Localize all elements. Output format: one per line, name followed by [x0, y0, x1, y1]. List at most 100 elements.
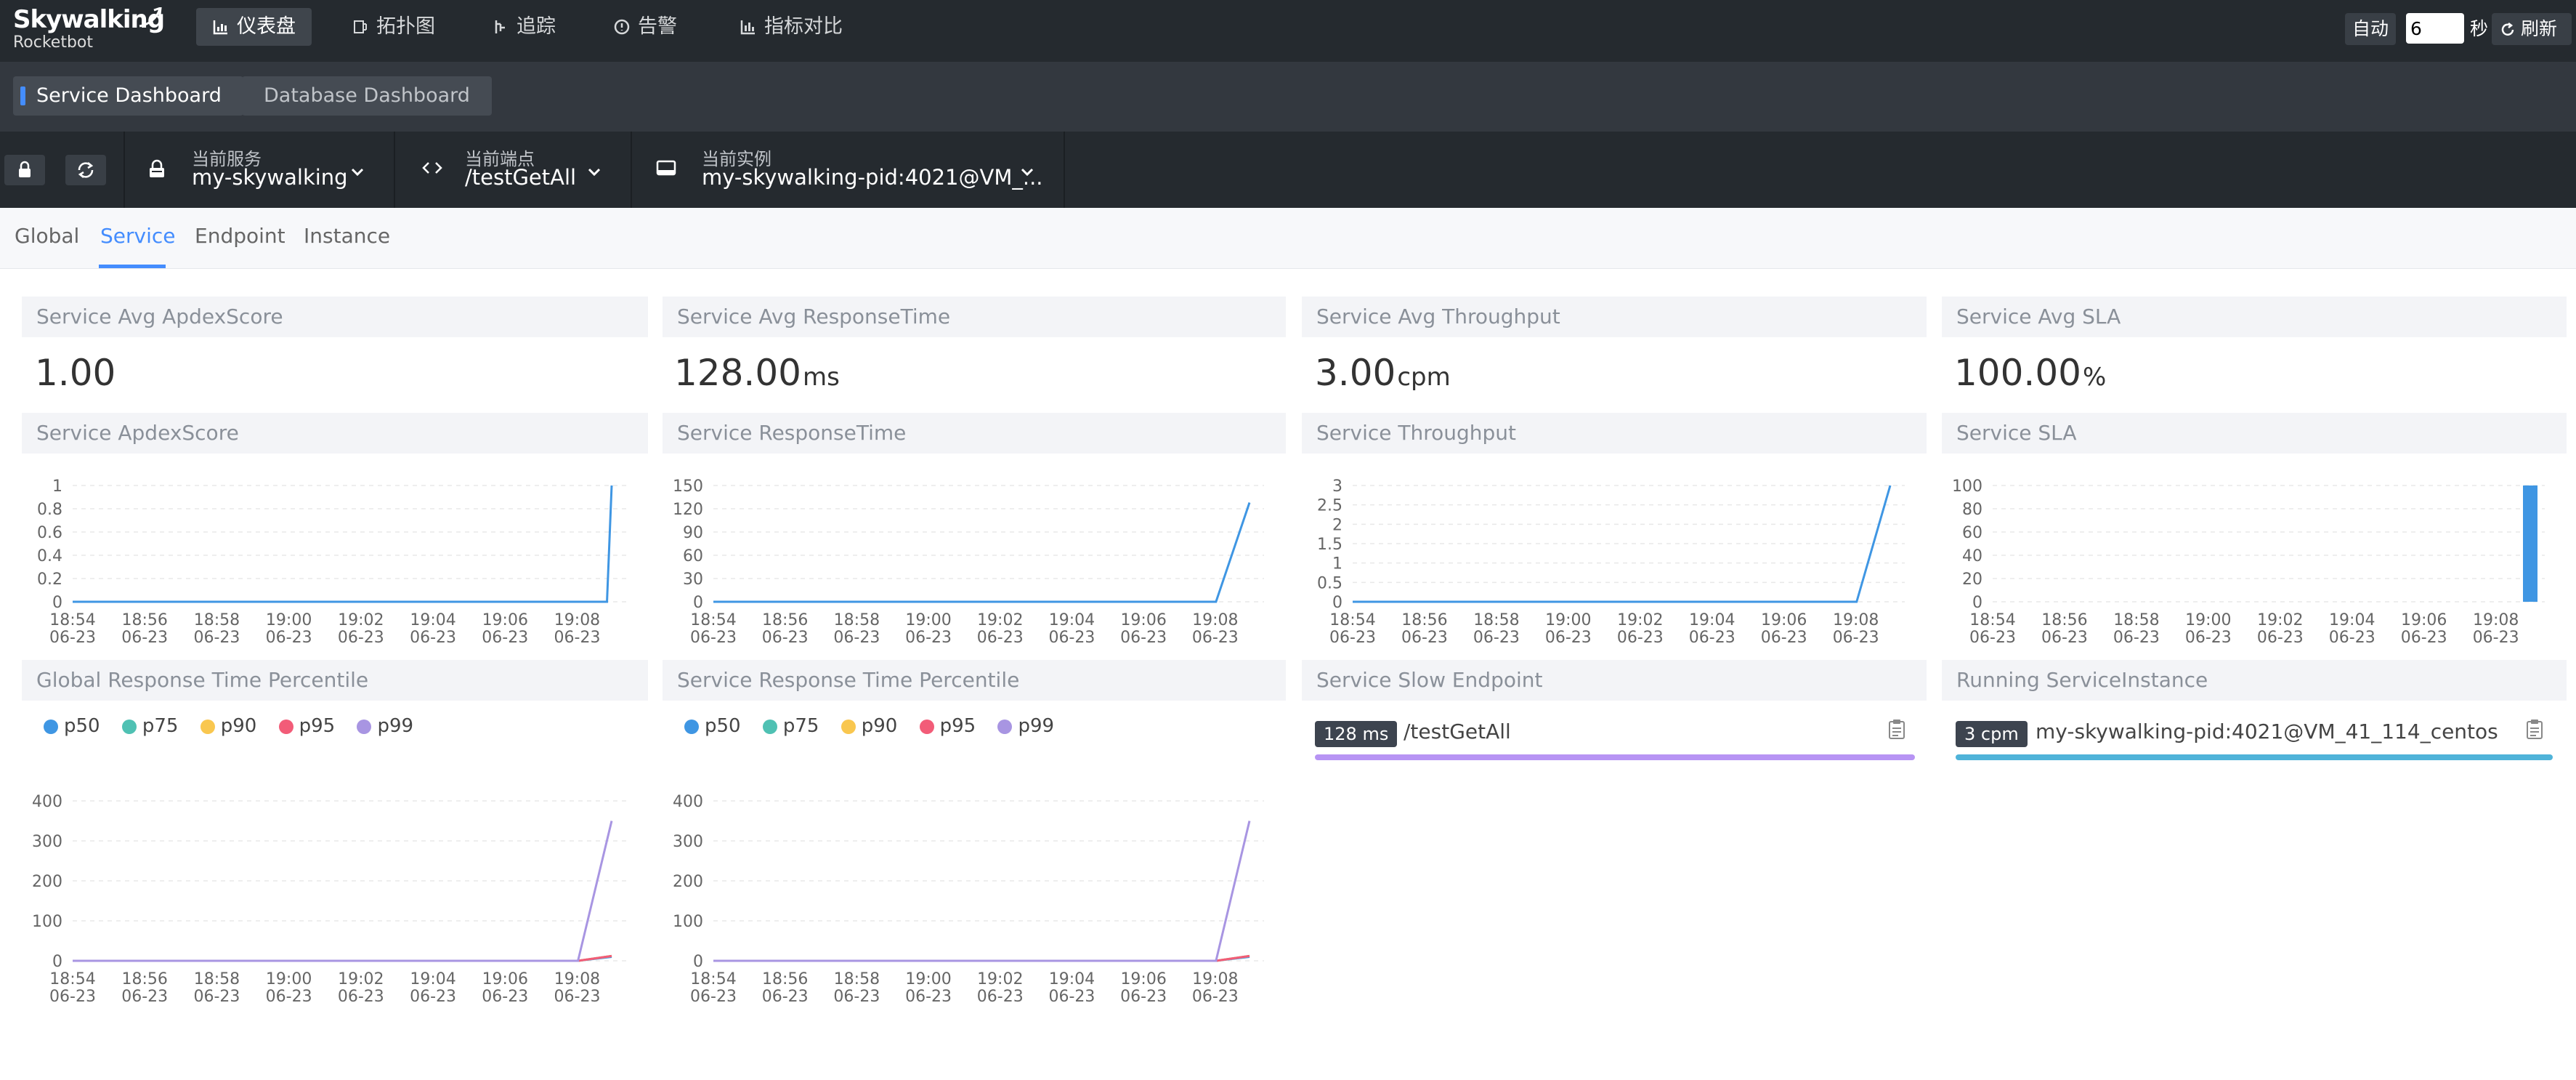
nav-topology[interactable]: 拓扑图: [336, 8, 451, 46]
tab-endpoint[interactable]: Endpoint: [195, 224, 285, 248]
x-tick-label: 18:54: [690, 611, 736, 629]
y-tick-label: 2.5: [1317, 497, 1342, 515]
y-tick-label: 0.2: [37, 571, 62, 589]
x-tick-label: 18:56: [762, 611, 808, 629]
endpoint-selector[interactable]: 当前端点 /testGetAll: [394, 132, 632, 208]
tab-global[interactable]: Global: [15, 224, 80, 248]
chart-svg: 00.511.522.5318:5406-2318:5606-2318:5806…: [1317, 477, 1905, 647]
sla-chart: 0 20 40 60 80 100 18:54 06-23 18:56 06-23 18:58 06-…: [1942, 462, 2567, 651]
x-tick-label: 19:02: [977, 970, 1023, 988]
x-tick-label: 06-23: [762, 988, 809, 1006]
tab-instance[interactable]: Instance: [304, 224, 391, 248]
x-tick-label: 19:00: [266, 970, 312, 988]
x-tick-label: 18:54: [1969, 611, 2015, 629]
dashboard-icon: [213, 20, 227, 35]
clipboard-icon[interactable]: [1887, 718, 1906, 740]
x-tick-label: 06-23: [193, 629, 240, 647]
legend-dot-icon: [684, 720, 699, 734]
legend-item[interactable]: p75: [762, 715, 819, 737]
x-tick-label: 19:00: [905, 611, 951, 629]
y-tick-label: 300: [673, 833, 703, 851]
x-tick-label: 06-23: [266, 629, 312, 647]
chart-svg: 010020030040018:5406-2318:5606-2318:5806…: [32, 793, 626, 1006]
legend-item[interactable]: p95: [278, 715, 335, 737]
x-tick-label: 06-23: [338, 988, 384, 1006]
x-tick-label: 18:56: [762, 970, 808, 988]
throughput-chart: 0 0.5 1 1.5 2 2.5 3 18:54 06-23 18:56 06-23 18:58 06…: [1302, 462, 1927, 651]
x-tick-label: 06-23: [2041, 629, 2088, 647]
x-tick-label: 06-23: [1048, 988, 1095, 1006]
y-tick-label: 400: [673, 793, 703, 811]
logo-subtitle: Rocketbot: [13, 33, 94, 52]
card-title: Service Avg SLA: [1942, 297, 2567, 337]
y-tick-label: 0: [1972, 594, 1982, 612]
x-tick-label: 19:04: [1049, 611, 1095, 629]
x-tick-label: 18:54: [49, 970, 95, 988]
reload-button[interactable]: [65, 155, 106, 185]
x-tick-label: 18:54: [1329, 611, 1375, 629]
legend-label: p75: [142, 715, 179, 737]
endpoint-selector-value: /testGetAll: [465, 165, 577, 190]
service-selector[interactable]: 当前服务 my-skywalking: [123, 132, 395, 208]
legend-item[interactable]: p99: [357, 715, 413, 737]
lock-button[interactable]: [4, 155, 45, 185]
legend-item[interactable]: p90: [841, 715, 898, 737]
legend-item[interactable]: p75: [121, 715, 179, 737]
nav-alarm[interactable]: 告警: [597, 8, 693, 46]
x-tick-label: 18:56: [1401, 611, 1447, 629]
x-tick-label: 06-23: [1192, 629, 1239, 647]
y-tick-label: 120: [673, 501, 703, 519]
x-tick-label: 18:58: [194, 611, 240, 629]
running-instance-row[interactable]: 3 cpm my-skywalking-pid:4021@VM_41_114_c…: [1956, 717, 2553, 767]
x-tick-label: 19:02: [338, 970, 384, 988]
auto-refresh-toggle[interactable]: 自动: [2345, 13, 2396, 45]
legend-dot-icon: [121, 720, 137, 734]
avg-apdex-value: 1.00: [35, 352, 117, 394]
x-tick-label: 18:58: [2113, 611, 2159, 629]
x-tick-label: 19:02: [338, 611, 384, 629]
legend-dot-icon: [357, 720, 372, 734]
legend-item[interactable]: p99: [997, 715, 1054, 737]
slow-endpoint-row[interactable]: 128 ms /testGetAll: [1315, 717, 1915, 767]
card-title: Service Avg ApdexScore: [22, 297, 648, 337]
x-tick-label: 06-23: [1329, 629, 1376, 647]
metric-number: 128.00: [674, 352, 801, 394]
x-tick-label: 19:04: [410, 970, 455, 988]
x-tick-label: 19:08: [554, 970, 600, 988]
tab-database-dashboard[interactable]: Database Dashboard: [242, 76, 492, 116]
card-title: Running ServiceInstance: [1942, 660, 2567, 701]
legend-dot-icon: [919, 720, 934, 734]
metric-number: 3.00: [1315, 352, 1396, 394]
tab-service-dashboard[interactable]: Service Dashboard: [13, 76, 243, 116]
nav-comparison[interactable]: 指标对比: [724, 8, 859, 46]
y-tick-label: 200: [32, 873, 62, 891]
nav-trace[interactable]: 追踪: [476, 8, 572, 46]
legend-label: p90: [861, 715, 898, 737]
legend-item[interactable]: p50: [44, 715, 100, 737]
apdex-chart: 0 0.2 0.4 0.6 0.8 1 18:54 06-23 18:56 06-23 18:58 0…: [22, 462, 648, 651]
legend-item[interactable]: p50: [684, 715, 741, 737]
x-tick-label: 06-23: [833, 629, 880, 647]
tab-service[interactable]: Service: [100, 224, 176, 248]
x-tick-label: 19:06: [2401, 611, 2447, 629]
refresh-icon: [2501, 23, 2514, 36]
series-line: [713, 501, 1251, 603]
refresh-interval-input[interactable]: [2406, 13, 2464, 44]
x-tick-label: 06-23: [410, 629, 456, 647]
instance-selector[interactable]: 当前实例 my-skywalking-pid:4021@VM_...: [631, 132, 1065, 208]
y-tick-label: 0: [693, 953, 703, 971]
refresh-button[interactable]: 刷新: [2492, 13, 2572, 45]
x-tick-label: 06-23: [762, 629, 809, 647]
legend-item[interactable]: p95: [919, 715, 976, 737]
nav-trace-label: 追踪: [517, 15, 556, 38]
service-icon: [150, 159, 164, 177]
y-tick-label: 1.5: [1317, 536, 1342, 554]
comparison-icon: [740, 20, 755, 35]
x-tick-label: 06-23: [49, 988, 96, 1006]
legend-item[interactable]: p90: [200, 715, 256, 737]
x-tick-label: 19:08: [1192, 611, 1238, 629]
p99-series-line: [713, 821, 1251, 962]
nav-dashboard[interactable]: 仪表盘: [196, 8, 312, 46]
selector-bar: 当前服务 my-skywalking 当前端点 /testGetAll 当前实例…: [0, 132, 2576, 208]
clipboard-icon[interactable]: [2525, 718, 2544, 740]
